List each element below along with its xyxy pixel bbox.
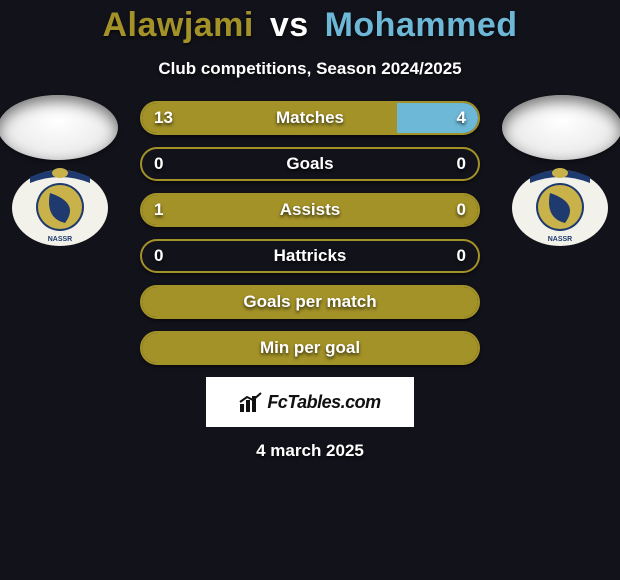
stat-row: Goals per match: [140, 285, 480, 319]
title-player2: Mohammed: [325, 6, 518, 44]
stat-value-right: 0: [457, 149, 466, 179]
subtitle: Club competitions, Season 2024/2025: [0, 59, 620, 79]
stat-row: Goals0 0: [140, 147, 480, 181]
comparison-stage: NASSR NASSR Matches134Goals00Assists10Ha…: [0, 101, 620, 365]
stat-label: Matches: [142, 103, 478, 133]
stat-value-left: 1: [154, 195, 163, 225]
player2-avatar: [502, 95, 620, 160]
player2-club-logo: NASSR: [510, 163, 610, 248]
watermark-chart-icon: [239, 392, 263, 412]
svg-text:NASSR: NASSR: [48, 236, 73, 243]
stat-label: Hattricks: [142, 241, 478, 271]
stat-value-right: 0: [457, 241, 466, 271]
stat-value-right: 0: [457, 195, 466, 225]
stat-value-left: 0: [154, 149, 163, 179]
stat-row: Min per goal: [140, 331, 480, 365]
stat-value-right: 4: [457, 103, 466, 133]
watermark-text: FcTables.com: [267, 392, 380, 413]
stat-bars: Matches134Goals00Assists10Hattricks00Goa…: [140, 101, 480, 365]
stat-label: Min per goal: [142, 333, 478, 363]
watermark: FcTables.com: [206, 377, 414, 427]
stat-value-left: 13: [154, 103, 173, 133]
title-vs: vs: [270, 6, 309, 44]
player1-club-logo: NASSR: [10, 163, 110, 248]
stat-row: Assists1 0: [140, 193, 480, 227]
stat-value-left: 0: [154, 241, 163, 271]
title-player1: Alawjami: [102, 6, 253, 44]
page-title: Alawjami vs Mohammed: [0, 0, 620, 45]
svg-text:NASSR: NASSR: [548, 236, 573, 243]
stat-row: Hattricks0 0: [140, 239, 480, 273]
stat-label: Assists: [142, 195, 478, 225]
date-label: 4 march 2025: [0, 441, 620, 461]
stat-label: Goals: [142, 149, 478, 179]
stat-label: Goals per match: [142, 287, 478, 317]
stat-row: Matches13 4: [140, 101, 480, 135]
player1-avatar: [0, 95, 118, 160]
